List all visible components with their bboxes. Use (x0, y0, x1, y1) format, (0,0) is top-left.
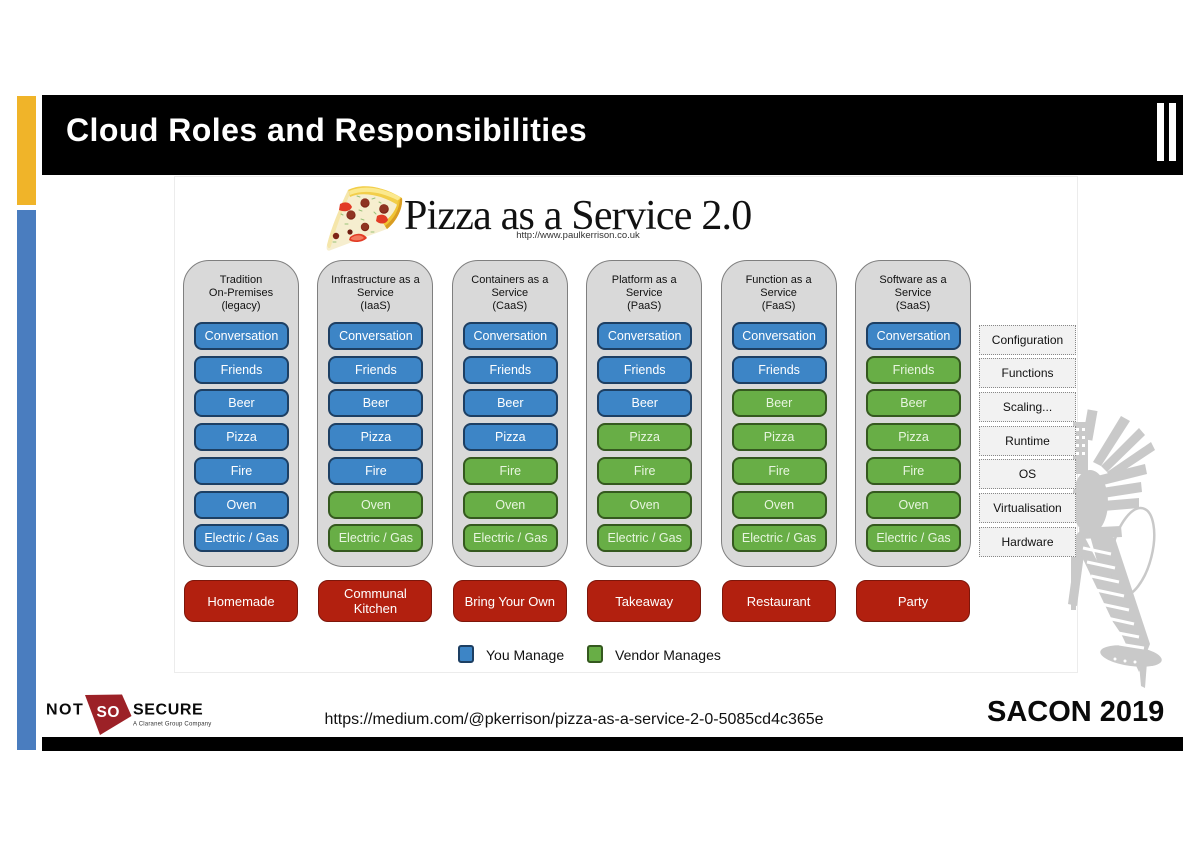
svg-text:NOT: NOT (46, 702, 84, 719)
svg-text:A Claranet Group Company: A Claranet Group Company (133, 722, 212, 728)
svg-text:SECURE: SECURE (133, 702, 203, 719)
svg-text:SO: SO (97, 704, 120, 721)
